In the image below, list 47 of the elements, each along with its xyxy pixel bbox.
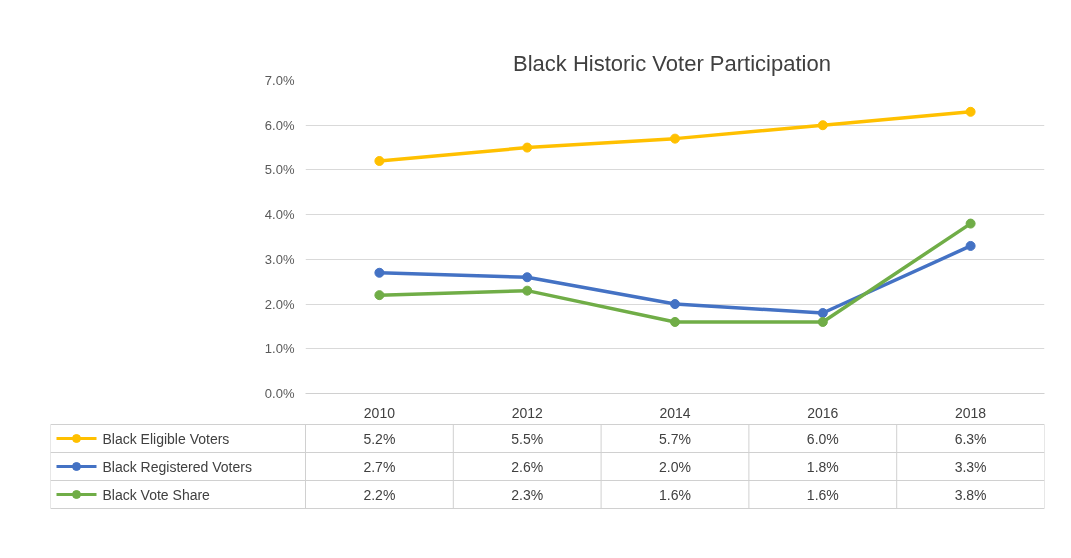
data-label: 5.7%: [659, 430, 691, 447]
y-tick-label: 7.0%: [264, 73, 295, 88]
y-tick-label: 4.0%: [264, 207, 295, 223]
x-tick-label: 2012: [511, 404, 543, 421]
point: [817, 120, 828, 131]
point: [817, 308, 828, 319]
data-label: 3.3%: [954, 458, 987, 475]
data-label: 5.5%: [511, 430, 544, 447]
point: [522, 285, 533, 296]
data-label: 1.6%: [806, 486, 839, 503]
point: [374, 267, 385, 278]
point: [817, 316, 828, 327]
x-tick-label: 2018: [955, 404, 987, 421]
data-label: 6.0%: [806, 430, 839, 447]
data-label: 2.6%: [511, 458, 544, 475]
y-tick-label: 2.0%: [264, 296, 295, 312]
legend-label: Black Vote Share: [102, 486, 211, 503]
data-label: 2.2%: [363, 486, 396, 503]
data-label: 1.6%: [659, 486, 691, 503]
data-label: 2.3%: [511, 486, 544, 503]
legend-label: Black Eligible Voters: [102, 430, 230, 447]
y-tick-label: 5.0%: [264, 162, 295, 178]
y-tick-label: 1.0%: [264, 341, 295, 357]
y-tick-label: 3.0%: [264, 251, 295, 267]
point: [670, 133, 680, 144]
point: [965, 106, 976, 117]
point: [522, 142, 533, 153]
data-label: 2.7%: [363, 458, 396, 475]
chart-title: Black Historic Voter Participation: [512, 50, 831, 76]
x-tick-label: 2010: [363, 404, 396, 421]
y-tick-label: 0.0%: [264, 386, 295, 401]
point: [670, 316, 680, 327]
point: [965, 218, 976, 229]
point: [670, 299, 680, 310]
point: [522, 272, 533, 283]
data-label: 1.8%: [806, 458, 839, 475]
x-tick-label: 2016: [807, 404, 839, 421]
data-label: 5.2%: [363, 430, 396, 447]
data-label: 6.3%: [954, 430, 987, 447]
point: [965, 240, 976, 251]
legend-label: Black Registered Voters: [102, 458, 252, 475]
data-label: 2.0%: [659, 458, 691, 475]
x-tick-label: 2014: [659, 404, 691, 421]
data-label: 3.8%: [954, 486, 987, 503]
y-tick-label: 6.0%: [264, 117, 295, 133]
point: [374, 290, 385, 301]
point: [374, 155, 385, 166]
